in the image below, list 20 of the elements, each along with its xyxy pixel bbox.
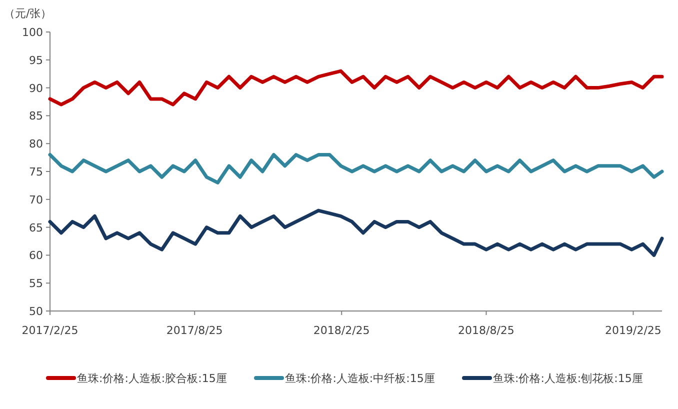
y-tick-label: 65 bbox=[29, 221, 43, 234]
y-tick-label: 75 bbox=[29, 166, 43, 178]
y-tick-label: 85 bbox=[29, 110, 43, 123]
x-tick-label: 2017/8/25 bbox=[166, 324, 223, 337]
y-axis-title: （元/张） bbox=[4, 7, 52, 20]
y-tick-label: 55 bbox=[29, 277, 43, 290]
x-tick-label: 2018/2/25 bbox=[313, 324, 370, 337]
y-tick-label: 60 bbox=[29, 249, 43, 262]
x-tick-label: 2017/2/25 bbox=[22, 324, 78, 337]
x-tick-label: 2018/8/25 bbox=[458, 324, 514, 337]
legend-label: 鱼珠:价格:人造板:刨花板:15厘 bbox=[493, 372, 643, 385]
x-tick-label: 2019/2/25 bbox=[605, 324, 662, 337]
y-tick-label: 70 bbox=[29, 193, 43, 206]
y-tick-label: 90 bbox=[29, 82, 43, 95]
y-tick-label: 100 bbox=[22, 26, 43, 39]
y-tick-label: 80 bbox=[29, 138, 43, 151]
y-tick-label: 95 bbox=[29, 54, 43, 67]
y-tick-label: 50 bbox=[29, 305, 43, 318]
legend-label: 鱼珠:价格:人造板:中纤板:15厘 bbox=[285, 372, 435, 385]
legend-label: 鱼珠:价格:人造板:胶合板:15厘 bbox=[77, 372, 227, 385]
